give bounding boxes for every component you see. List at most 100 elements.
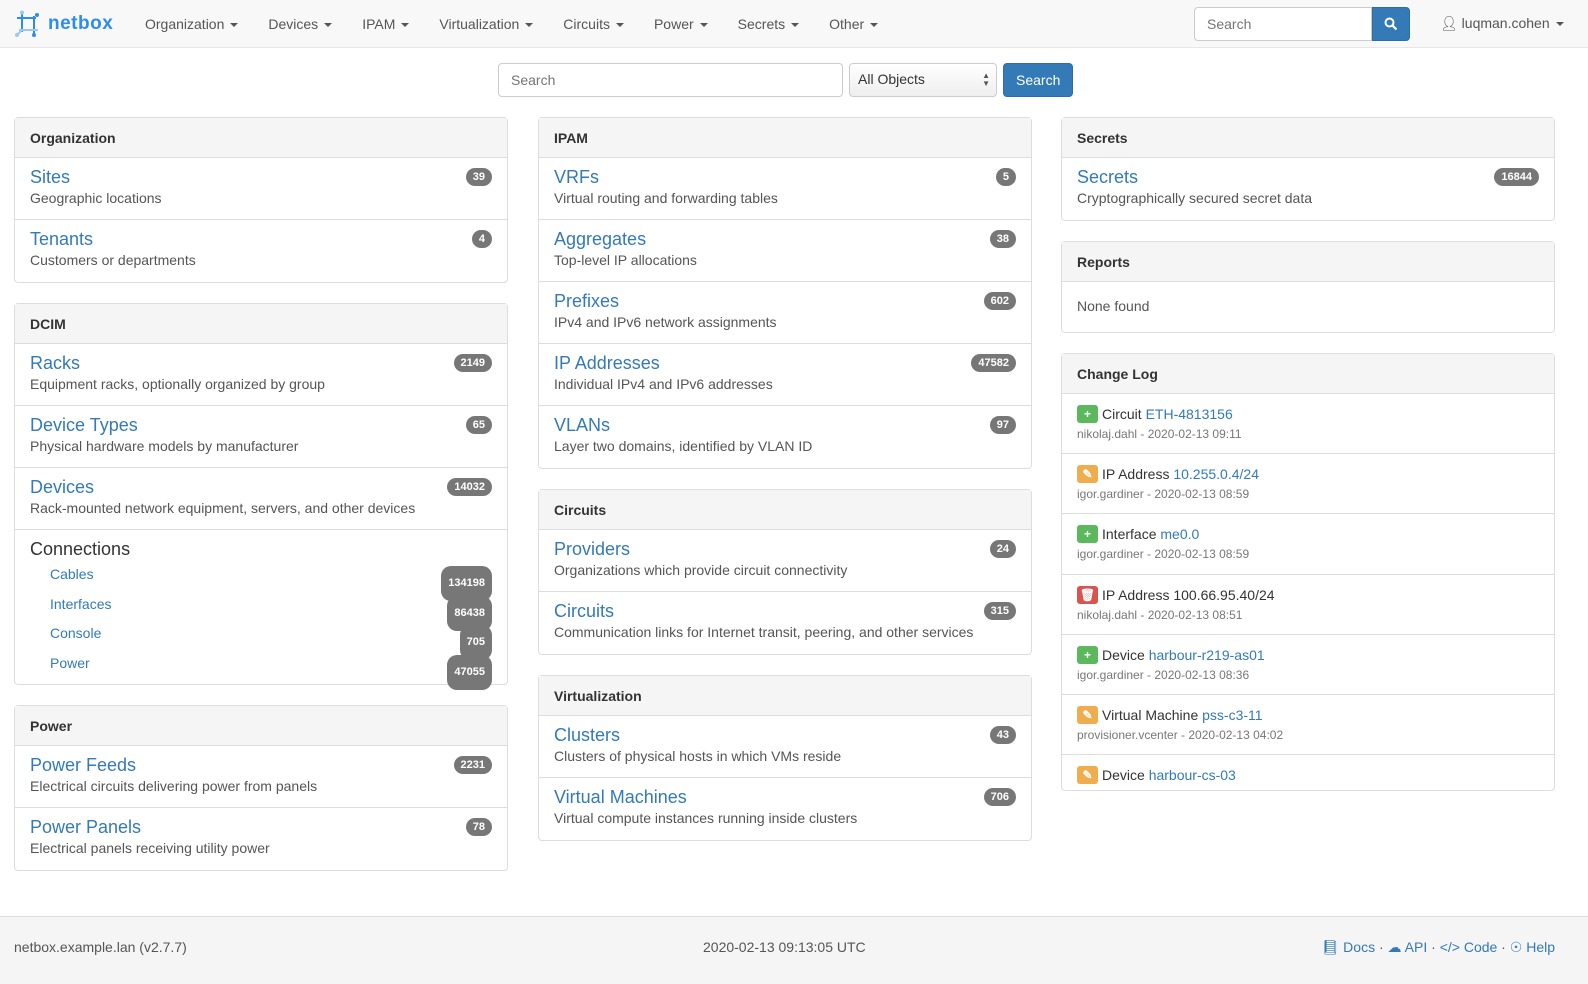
- list-item-power-feeds: Power Feeds Electrical circuits deliverin…: [15, 746, 507, 808]
- connection-item-cables: Cables 134198: [30, 560, 492, 601]
- username: luqman.cohen: [1461, 15, 1550, 31]
- code-link[interactable]: </> Code: [1440, 939, 1498, 955]
- panel-reports: Reports None found: [1061, 241, 1555, 333]
- object-type: Device: [1102, 767, 1145, 784]
- panel-virtualization: Virtualization Clusters Clusters of physic…: [538, 675, 1032, 841]
- item-link[interactable]: VRFs: [554, 167, 599, 187]
- chevron-down-icon: [615, 22, 624, 27]
- list-item-tenants: Tenants Customers or departments 4: [15, 220, 507, 282]
- code-icon: </>: [1439, 939, 1460, 955]
- navbar-search-button[interactable]: [1372, 7, 1410, 41]
- item-description: Cryptographically secured secret data: [1077, 190, 1313, 206]
- object-link[interactable]: ETH-4813156: [1145, 406, 1233, 422]
- search-input[interactable]: [498, 63, 843, 97]
- nav-power[interactable]: Power: [639, 0, 723, 48]
- item-description: Individual IPv4 and IPv6 addresses: [554, 376, 773, 392]
- changelog-list[interactable]: + Circuit ETH-4813156 nikolaj.dahl - 2020-…: [1062, 394, 1554, 790]
- chevron-down-icon: [401, 22, 410, 27]
- panel-heading: Organization: [15, 118, 507, 158]
- object-type-select[interactable]: All Objects ▲ ▼: [849, 63, 997, 97]
- chevron-down-icon: [1555, 22, 1564, 27]
- search-button[interactable]: Search: [1003, 63, 1074, 97]
- object-link[interactable]: pss-c3-11: [1202, 706, 1263, 723]
- nav-organization[interactable]: Organization: [130, 0, 253, 48]
- global-search: All Objects ▲▼ Search: [498, 63, 1074, 97]
- object-link[interactable]: me0.0: [1160, 526, 1200, 543]
- list-item-sites: Sites Geographic locations 39: [15, 158, 507, 220]
- connection-link[interactable]: Interfaces: [50, 595, 112, 612]
- nav-label: Secrets: [737, 15, 786, 32]
- item-link[interactable]: Aggregates: [554, 229, 647, 249]
- user-menu[interactable]: 👤︎ luqman.cohen: [1440, 15, 1564, 32]
- item-link[interactable]: VLANs: [554, 415, 611, 435]
- code-label: Code: [1463, 939, 1498, 955]
- changelog-entry: + Interface me0.0 igor.gardiner - 2020-02-…: [1062, 514, 1554, 575]
- item-link[interactable]: Power Panels: [30, 817, 142, 837]
- changelog-entry: 🗑︎ IP Address 100.66.95.40/24 nikolaj.dahl…: [1062, 575, 1554, 635]
- object-link[interactable]: 10.255.0.4/24: [1173, 466, 1259, 483]
- nav-devices[interactable]: Devices: [253, 0, 347, 48]
- list-item-power-panels: Power Panels Electrical panels receiving …: [15, 808, 507, 870]
- navbar-search-input[interactable]: [1194, 7, 1372, 41]
- item-link[interactable]: Clusters: [554, 725, 621, 745]
- nav-secrets[interactable]: Secrets: [723, 0, 814, 48]
- connection-link[interactable]: Cables: [50, 566, 94, 582]
- nav-circuits[interactable]: Circuits: [548, 0, 639, 48]
- object-type-value: All Objects: [858, 71, 925, 87]
- panel-heading: Change Log: [1062, 354, 1554, 394]
- item-link[interactable]: Devices: [30, 477, 95, 497]
- item-link[interactable]: Racks: [30, 353, 81, 373]
- brand-name: netbox: [48, 12, 114, 34]
- chevron-down-icon: [870, 22, 879, 27]
- action-create-icon: +: [1077, 525, 1098, 544]
- item-link[interactable]: Power Feeds: [30, 755, 137, 775]
- list-item-devices: Devices Rack-mounted network equipment, s…: [15, 468, 507, 530]
- api-link[interactable]: ☁︎ API: [1388, 939, 1428, 955]
- item-description: Physical hardware models by manufacturer: [30, 438, 299, 454]
- object-link[interactable]: harbour-cs-03: [1148, 767, 1236, 784]
- object-name: 100.66.95.40/24: [1173, 586, 1275, 603]
- panel-heading: Reports: [1062, 242, 1554, 282]
- changelog-meta: igor.gardiner - 2020-02-13 08:59: [1077, 487, 1250, 502]
- nav-other[interactable]: Other: [814, 0, 893, 48]
- footer-links: 📘︎ Docs · ☁︎ API · </> Code · ☉ Help: [1321, 939, 1556, 955]
- footer-time: 2020-02-13 09:13:05 UTC: [703, 939, 866, 955]
- docs-link[interactable]: 📘︎ Docs: [1322, 939, 1376, 955]
- panel-heading: Circuits: [539, 490, 1031, 530]
- list-item-providers: Providers Organizations which provide cir…: [539, 530, 1031, 592]
- item-link[interactable]: Virtual Machines: [554, 787, 687, 807]
- action-update-icon: ✎: [1077, 705, 1098, 724]
- item-link[interactable]: Secrets: [1077, 167, 1139, 187]
- panel-secrets: Secrets Secrets Cryptographically secured …: [1061, 117, 1555, 221]
- connections-section: Connections Cables 134198 Interfaces 86438 Co…: [15, 530, 507, 690]
- item-link[interactable]: IP Addresses: [554, 353, 660, 373]
- netbox-logo[interactable]: netbox: [14, 10, 130, 38]
- item-link[interactable]: Sites: [30, 167, 71, 187]
- object-type: IP Address: [1102, 466, 1170, 483]
- item-link[interactable]: Tenants: [30, 229, 94, 249]
- count-badge: 4: [471, 230, 492, 248]
- nav-ipam[interactable]: IPAM: [347, 0, 424, 48]
- action-update-icon: ✎: [1077, 465, 1098, 484]
- help-link[interactable]: ☉ Help: [1510, 939, 1555, 955]
- connection-item-power: Power 47055: [30, 649, 492, 690]
- item-link[interactable]: Device Types: [30, 415, 138, 435]
- item-link[interactable]: Circuits: [554, 601, 615, 621]
- changelog-line: 🗑︎ IP Address 100.66.95.40/24: [1077, 585, 1539, 604]
- user-icon: 👤︎: [1440, 15, 1458, 31]
- changelog-meta: igor.gardiner - 2020-02-13 08:36: [1077, 667, 1250, 682]
- item-link[interactable]: Providers: [554, 539, 631, 559]
- changelog-meta: nikolaj.dahl - 2020-02-13 09:11: [1077, 427, 1242, 441]
- docs-label: Docs: [1343, 939, 1376, 955]
- connection-link[interactable]: Power: [50, 654, 90, 671]
- changelog-meta: igor.gardiner - 2020-02-13 08:59: [1077, 547, 1250, 562]
- changelog-entry: + Circuit ETH-4813156 nikolaj.dahl - 2020-…: [1062, 394, 1554, 455]
- object-link[interactable]: harbour-r219-as01: [1148, 646, 1265, 663]
- nav-virtualization[interactable]: Virtualization: [424, 0, 548, 48]
- changelog-entry: + Device harbour-r219-as01 igor.gardiner -…: [1062, 635, 1554, 695]
- nav-label: Organization: [145, 15, 225, 32]
- connection-link[interactable]: Console: [50, 625, 102, 641]
- book-icon: 📘︎: [1321, 939, 1340, 955]
- item-link[interactable]: Prefixes: [554, 291, 620, 311]
- chevron-down-icon: [699, 22, 708, 27]
